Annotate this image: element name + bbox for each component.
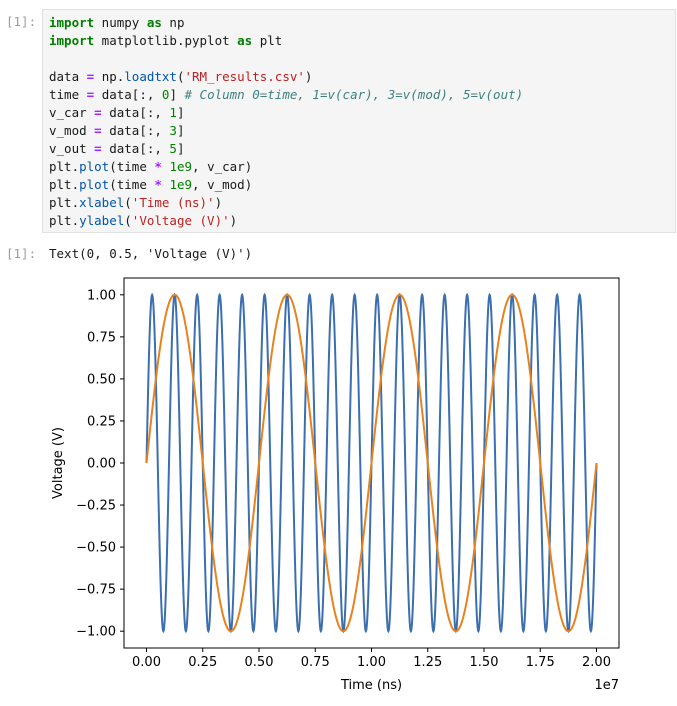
x-tick-label: 1.25	[413, 655, 442, 670]
code-token: np.	[94, 69, 125, 84]
output-text: Text(0, 0.5, 'Voltage (V)')	[49, 246, 253, 261]
code-cell[interactable]: import numpy as np import matplotlib.pypl…	[42, 9, 676, 233]
code-token: v_car	[49, 105, 95, 120]
code-token: matplotlib.pyplot	[94, 33, 238, 48]
y-tick-label: −1.00	[76, 625, 116, 640]
code-line: plt.ylabel('Voltage (V)')	[49, 212, 237, 230]
code-token: 1e9	[169, 177, 193, 192]
code-line: import numpy as np	[49, 14, 184, 32]
y-tick-label: −0.75	[76, 583, 116, 598]
x-tick-label: 0.50	[245, 655, 274, 670]
x-tick-label: 0.25	[188, 655, 217, 670]
code-token: , v_car)	[192, 159, 253, 174]
y-tick-label: −0.25	[76, 499, 116, 514]
code-token: data[:,	[101, 123, 170, 138]
code-token: *	[154, 159, 162, 174]
code-token: 5	[169, 141, 177, 156]
code-line: plt.plot(time * 1e9, v_mod)	[49, 176, 252, 194]
x-axis-label: Time (ns)	[340, 678, 402, 693]
y-tick-label: 0.50	[87, 372, 116, 387]
x-tick-label: 2.00	[582, 655, 611, 670]
code-line: v_out = data[:, 5]	[49, 140, 184, 158]
x-tick-label: 0.75	[301, 655, 330, 670]
code-token: plt.	[49, 159, 80, 174]
code-token: ylabel	[79, 213, 125, 228]
output-prompt: [1]:	[6, 246, 37, 261]
code-line: v_mod = data[:, 3]	[49, 122, 184, 140]
code-token: ]	[176, 123, 185, 138]
code-token: as	[237, 33, 253, 48]
code-token: )	[304, 69, 313, 84]
y-tick-label: −0.50	[76, 541, 116, 556]
code-token: data	[49, 69, 87, 84]
code-token: plt.	[49, 177, 80, 192]
code-token: ]	[176, 105, 185, 120]
code-line: time = data[:, 0] # Column 0=time, 1=v(c…	[49, 86, 523, 104]
code-token: plt.	[49, 195, 80, 210]
y-tick-label: 0.00	[87, 457, 116, 472]
code-token: (time	[109, 159, 155, 174]
y-tick-label: 1.00	[87, 288, 116, 303]
code-token: as	[146, 15, 162, 30]
code-token: (	[124, 213, 132, 228]
code-token: *	[154, 177, 162, 192]
x-offset-text: 1e7	[594, 678, 619, 693]
code-token: (	[176, 69, 185, 84]
y-tick-label: 0.75	[87, 330, 116, 345]
code-token: plt	[252, 33, 283, 48]
code-token: )	[214, 195, 223, 210]
code-token: data[:,	[94, 87, 162, 102]
code-token: =	[86, 87, 95, 102]
code-token: import	[49, 33, 95, 48]
code-line: plt.plot(time * 1e9, v_car)	[49, 158, 252, 176]
code-token: 1e9	[169, 159, 193, 174]
code-token: xlabel	[79, 195, 125, 210]
code-token: =	[94, 105, 102, 120]
code-token: (time	[109, 177, 155, 192]
code-token: 'Time (ns)'	[131, 195, 215, 210]
code-token: import	[49, 15, 95, 30]
x-tick-label: 1.50	[470, 655, 499, 670]
x-tick-label: 0.00	[132, 655, 161, 670]
code-token: 3	[169, 123, 177, 138]
code-token: 1	[169, 105, 177, 120]
code-line: import matplotlib.pyplot as plt	[49, 32, 282, 50]
input-prompt: [1]:	[6, 14, 37, 29]
code-token: numpy	[94, 15, 147, 30]
code-token: loadtxt	[124, 69, 177, 84]
code-token: # Column 0=time, 1=v(car), 3=v(mod), 5=v…	[184, 87, 524, 102]
series-line-2	[145, 293, 598, 633]
x-tick-label: 1.75	[526, 655, 555, 670]
code-token: 'Voltage (V)'	[131, 213, 230, 228]
code-line: plt.xlabel('Time (ns)')	[49, 194, 222, 212]
code-token: np	[161, 15, 185, 30]
code-token: =	[94, 141, 102, 156]
chart: 0.00 0.25 0.50 0.75 1.00 1.25 1.50 1.75 2.00 1.00…	[51, 277, 620, 693]
code-token: plot	[79, 177, 110, 192]
code-token: ]	[169, 87, 185, 102]
code-token: time	[49, 87, 87, 102]
code-token: data[:,	[101, 105, 170, 120]
code-token: ]	[176, 141, 185, 156]
code-token: =	[94, 123, 102, 138]
code-line: data = np.loadtxt('RM_results.csv')	[49, 68, 312, 86]
code-token: plt.	[49, 213, 80, 228]
code-token: 'RM_results.csv'	[184, 69, 305, 84]
code-token: plot	[79, 159, 110, 174]
x-tick-label: 1.00	[357, 655, 386, 670]
code-token: 0	[161, 87, 170, 102]
code-token: , v_mod)	[192, 177, 253, 192]
code-token: =	[86, 69, 95, 84]
y-axis-label: Voltage (V)	[51, 427, 66, 499]
y-tick-label: 0.25	[87, 414, 116, 429]
code-token: v_mod	[49, 123, 95, 138]
code-token: (	[124, 195, 132, 210]
code-token: )	[229, 213, 238, 228]
code-line: v_car = data[:, 1]	[49, 104, 184, 122]
code-token: data[:,	[101, 141, 170, 156]
code-token: v_out	[49, 141, 95, 156]
